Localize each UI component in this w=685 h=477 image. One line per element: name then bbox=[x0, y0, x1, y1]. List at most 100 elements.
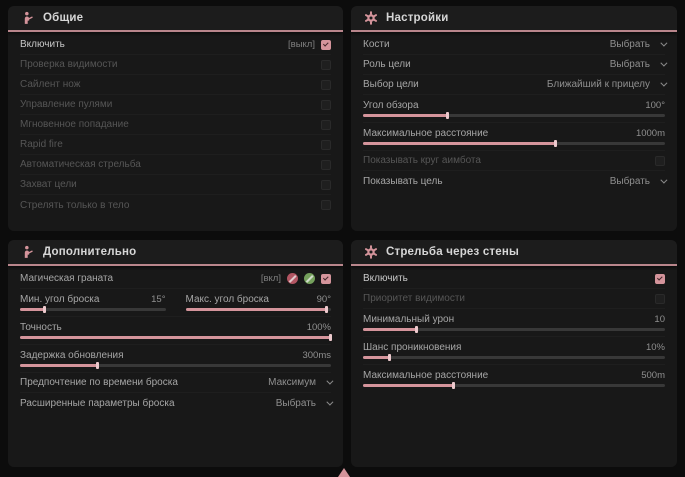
dropdown-value: Выбрать bbox=[275, 397, 316, 409]
silent-knife-checkbox[interactable] bbox=[321, 79, 331, 90]
advanced-throw-dropdown[interactable]: Выбрать bbox=[275, 397, 334, 409]
slider-row-walls-max-distance: Максимальное расстояние 500m bbox=[363, 365, 665, 392]
aimbot-circle-checkbox[interactable] bbox=[655, 155, 665, 166]
dropdown-row-advanced-throw: Расширенные параметры броска Выбрать bbox=[20, 393, 334, 413]
row-label: Стрелять только в тело bbox=[20, 199, 130, 211]
row-label: Показывать цель bbox=[363, 175, 443, 187]
visibility-check-checkbox[interactable] bbox=[321, 59, 331, 70]
toggle-row-magic-grenade: Магическая граната [вкл] bbox=[20, 269, 331, 289]
max-throw-angle-slider[interactable] bbox=[185, 306, 331, 313]
accuracy-slider[interactable] bbox=[20, 334, 332, 341]
row-label: Кости bbox=[363, 39, 390, 50]
row-label: Угол обзора bbox=[363, 99, 419, 111]
toggle-row-auto-shoot: Автоматическая стрельба bbox=[20, 155, 331, 175]
dropdown-row-bones: Кости Выбрать bbox=[363, 35, 668, 55]
rapid-fire-checkbox[interactable] bbox=[321, 139, 331, 150]
auto-shoot-checkbox[interactable] bbox=[321, 159, 331, 170]
panel-title: Общие bbox=[43, 12, 84, 24]
chevron-down-icon bbox=[326, 377, 334, 385]
slider-value: 10% bbox=[645, 341, 665, 353]
check-icon bbox=[322, 274, 329, 281]
walls-max-distance-slider[interactable] bbox=[363, 382, 665, 389]
slider-fill bbox=[363, 112, 449, 119]
slider-row-fov: Угол обзора 100° bbox=[363, 95, 665, 123]
slider-value: 10 bbox=[654, 313, 665, 325]
person-aimbot-icon bbox=[21, 245, 35, 259]
panel-additional-body: Магическая граната [вкл] Мин. угол броск… bbox=[8, 266, 343, 467]
dual-slider-row-throw-angle: Мин. угол броска 15° Макс. угол броска 9… bbox=[20, 289, 331, 317]
slider-row-penetration-chance: Шанс проникновения 10% bbox=[363, 337, 665, 365]
slider-value: 100° bbox=[645, 99, 665, 111]
enable-checkbox[interactable] bbox=[321, 39, 331, 50]
bones-dropdown[interactable]: Выбрать bbox=[609, 39, 668, 50]
slider-fill bbox=[363, 382, 455, 389]
panel-wallbang-body: Включить Приоритет видимости Минимальный… bbox=[351, 266, 677, 467]
body-only-checkbox[interactable] bbox=[321, 200, 331, 210]
show-target-dropdown[interactable]: Выбрать bbox=[609, 175, 668, 187]
keybind-indicator: [выкл] bbox=[288, 39, 315, 50]
toggle-row-silent-knife: Сайлент нож bbox=[20, 75, 331, 95]
dropdown-value: Максимум bbox=[268, 377, 316, 388]
min-throw-angle-slider[interactable] bbox=[20, 306, 166, 313]
target-role-dropdown[interactable]: Выбрать bbox=[609, 59, 668, 70]
row-label: Максимальное расстояние bbox=[363, 127, 489, 139]
row-label: Проверка видимости bbox=[20, 59, 118, 70]
throw-time-dropdown[interactable]: Максимум bbox=[268, 377, 334, 388]
panel-title: Настройки bbox=[386, 12, 449, 24]
slider-value: 90° bbox=[316, 293, 331, 305]
instant-hit-checkbox[interactable] bbox=[321, 119, 331, 130]
panel-general-header: Общие bbox=[8, 6, 343, 32]
row-label: Включить bbox=[363, 273, 408, 284]
dropdown-value: Ближайший к прицелу bbox=[546, 79, 650, 90]
update-delay-slider[interactable] bbox=[20, 362, 331, 369]
slider-value: 100% bbox=[306, 321, 331, 333]
slider-value: 1000m bbox=[635, 127, 665, 139]
slider-fill bbox=[185, 306, 328, 313]
dropdown-value: Выбрать bbox=[609, 39, 650, 50]
gear-icon bbox=[364, 11, 378, 25]
row-label: Максимальное расстояние bbox=[363, 369, 489, 381]
panel-title: Дополнительно bbox=[43, 246, 137, 258]
row-label: Мгновенное попадание bbox=[20, 119, 129, 130]
row-label: Rapid fire bbox=[20, 139, 63, 150]
max-distance-slider[interactable] bbox=[363, 140, 665, 147]
gear-icon bbox=[364, 245, 378, 259]
color-swatch-green-icon[interactable] bbox=[304, 273, 315, 284]
row-label: Минимальный урон bbox=[363, 313, 455, 325]
slider-value: 300ms bbox=[302, 349, 331, 361]
magic-grenade-checkbox[interactable] bbox=[321, 273, 331, 284]
dropdown-value: Выбрать bbox=[609, 175, 650, 187]
min-damage-slider[interactable] bbox=[363, 326, 665, 333]
toggle-row-enable-walls: Включить bbox=[363, 269, 665, 289]
row-label: Показывать круг аимбота bbox=[363, 155, 481, 166]
slider-row-max-throw-angle: Макс. угол броска 90° bbox=[185, 289, 331, 316]
slider-row-accuracy: Точность 100% bbox=[20, 317, 332, 345]
dropdown-row-target-select: Выбор цели Ближайший к прицелу bbox=[363, 75, 668, 95]
panel-general: Общие Включить [выкл] Проверка видимости… bbox=[8, 6, 343, 231]
bullet-control-checkbox[interactable] bbox=[321, 99, 331, 110]
panel-title: Стрельба через стены bbox=[386, 246, 520, 258]
visibility-priority-checkbox[interactable] bbox=[655, 293, 665, 304]
row-label: Точность bbox=[20, 321, 62, 333]
dropdown-row-throw-time: Предпочтение по времени броска Максимум bbox=[20, 373, 334, 393]
row-label: Макс. угол броска bbox=[185, 293, 269, 305]
toggle-row-instant-hit: Мгновенное попадание bbox=[20, 115, 331, 135]
penetration-chance-slider[interactable] bbox=[363, 354, 665, 361]
chevron-down-icon bbox=[326, 398, 334, 406]
panel-additional: Дополнительно Магическая граната [вкл] М… bbox=[8, 240, 343, 467]
slider-row-update-delay: Задержка обновления 300ms bbox=[20, 345, 331, 373]
row-label: Выбор цели bbox=[363, 79, 419, 90]
row-label: Включить bbox=[20, 39, 65, 50]
row-label: Шанс проникновения bbox=[363, 341, 462, 353]
walls-enable-checkbox[interactable] bbox=[655, 273, 665, 284]
panel-wallbang: Стрельба через стены Включить Приоритет … bbox=[351, 240, 677, 467]
fov-slider[interactable] bbox=[363, 112, 665, 119]
toggle-row-bullet-control: Управление пулями bbox=[20, 95, 331, 115]
panel-settings-body: Кости Выбрать Роль цели Выбрать Выбор це… bbox=[351, 32, 677, 231]
target-select-dropdown[interactable]: Ближайший к прицелу bbox=[546, 79, 668, 90]
row-label: Захват цели bbox=[20, 179, 77, 190]
check-icon bbox=[656, 274, 663, 281]
dropdown-value: Выбрать bbox=[609, 59, 650, 70]
color-swatch-pink-icon[interactable] bbox=[287, 273, 298, 284]
target-lock-checkbox[interactable] bbox=[321, 179, 331, 190]
